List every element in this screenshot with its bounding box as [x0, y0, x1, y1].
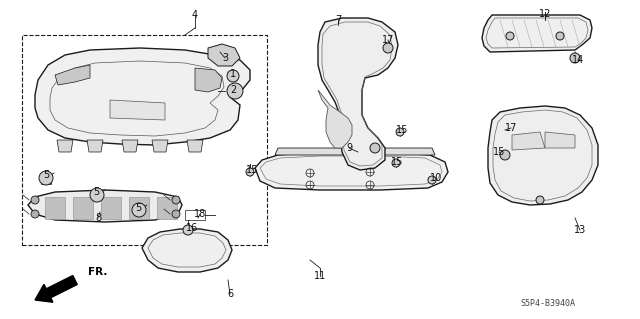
Polygon shape	[318, 90, 352, 148]
Polygon shape	[488, 106, 598, 205]
Circle shape	[536, 196, 544, 204]
Polygon shape	[134, 207, 144, 216]
Polygon shape	[152, 140, 168, 152]
Text: 6: 6	[227, 289, 233, 299]
Circle shape	[500, 150, 510, 160]
Text: 5: 5	[93, 187, 99, 197]
Polygon shape	[195, 68, 222, 92]
Text: 5: 5	[135, 203, 141, 213]
Text: FR.: FR.	[88, 267, 108, 277]
Circle shape	[556, 32, 564, 40]
Circle shape	[428, 176, 436, 184]
Text: 2: 2	[230, 85, 236, 95]
FancyArrow shape	[35, 276, 77, 302]
Polygon shape	[57, 140, 73, 152]
Text: 5: 5	[43, 170, 49, 180]
Text: 16: 16	[186, 223, 198, 233]
Polygon shape	[142, 229, 232, 272]
Circle shape	[90, 188, 104, 202]
Text: 17: 17	[382, 35, 394, 45]
Polygon shape	[157, 197, 177, 219]
Text: 11: 11	[314, 271, 326, 281]
Polygon shape	[101, 197, 121, 219]
Text: 4: 4	[192, 10, 198, 20]
Text: 15: 15	[391, 157, 403, 167]
Circle shape	[227, 83, 243, 99]
Text: 18: 18	[194, 209, 206, 219]
Polygon shape	[512, 132, 545, 150]
Polygon shape	[129, 197, 149, 219]
Polygon shape	[87, 140, 103, 152]
Bar	[22, 35, 267, 245]
Text: 1: 1	[230, 69, 236, 79]
Circle shape	[132, 203, 146, 217]
Polygon shape	[28, 190, 182, 222]
Text: 14: 14	[572, 55, 584, 65]
Polygon shape	[187, 140, 203, 152]
Text: 15: 15	[493, 147, 505, 157]
Polygon shape	[255, 152, 448, 190]
Circle shape	[31, 196, 39, 204]
Circle shape	[383, 43, 393, 53]
Circle shape	[370, 143, 380, 153]
Polygon shape	[55, 65, 90, 85]
Text: 10: 10	[430, 173, 442, 183]
Circle shape	[172, 196, 180, 204]
Circle shape	[31, 210, 39, 218]
Text: 12: 12	[539, 9, 551, 19]
Text: 8: 8	[95, 213, 101, 223]
Polygon shape	[41, 175, 51, 184]
Circle shape	[227, 70, 239, 82]
Text: 9: 9	[346, 143, 352, 153]
Text: 7: 7	[335, 15, 341, 25]
Text: 15: 15	[396, 125, 408, 135]
Polygon shape	[122, 140, 138, 152]
Polygon shape	[110, 100, 165, 120]
Polygon shape	[92, 192, 102, 201]
Polygon shape	[45, 197, 65, 219]
Circle shape	[392, 159, 400, 167]
Circle shape	[570, 53, 580, 63]
Text: 17: 17	[505, 123, 517, 133]
Circle shape	[246, 168, 254, 176]
Circle shape	[396, 128, 404, 136]
Text: 13: 13	[574, 225, 586, 235]
Polygon shape	[318, 18, 398, 170]
Circle shape	[39, 171, 53, 185]
Polygon shape	[35, 48, 250, 145]
Polygon shape	[208, 44, 240, 66]
Circle shape	[172, 210, 180, 218]
Text: S5P4-B3940A: S5P4-B3940A	[520, 299, 575, 308]
Text: 15: 15	[246, 165, 258, 175]
Polygon shape	[73, 197, 93, 219]
Polygon shape	[545, 132, 575, 148]
Circle shape	[506, 32, 514, 40]
Polygon shape	[482, 15, 592, 52]
Text: 3: 3	[222, 53, 228, 63]
Circle shape	[183, 225, 193, 235]
Polygon shape	[275, 148, 435, 155]
